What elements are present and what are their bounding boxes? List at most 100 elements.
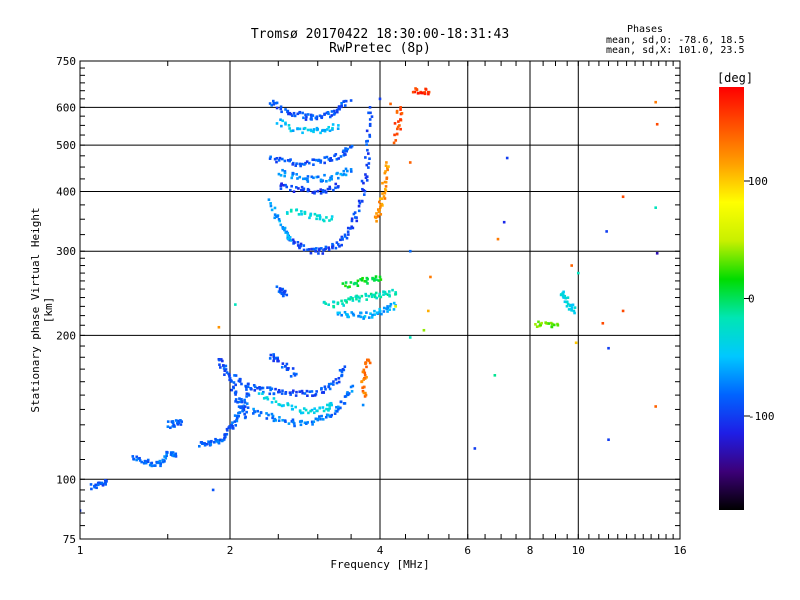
data-point [247, 392, 250, 396]
data-point [97, 483, 100, 487]
data-point [338, 368, 342, 372]
data-point [375, 311, 379, 315]
data-point [228, 376, 232, 380]
data-point [395, 132, 399, 136]
data-point [138, 459, 142, 462]
data-point [400, 112, 404, 115]
data-point [336, 311, 340, 315]
data-point [346, 285, 350, 289]
data-point [208, 441, 212, 444]
data-point [266, 386, 269, 389]
data-point [399, 118, 402, 122]
data-point [286, 231, 290, 235]
data-point [275, 157, 279, 160]
phases-title: Phases [626, 24, 664, 35]
data-point [260, 386, 264, 390]
data-point [570, 264, 573, 267]
data-point [285, 362, 289, 366]
data-point [272, 392, 276, 395]
data-point [277, 403, 281, 406]
data-point [282, 183, 285, 187]
data-point [345, 301, 348, 304]
data-point [326, 110, 330, 114]
data-point [320, 115, 323, 119]
data-point [287, 124, 291, 127]
data-point [291, 367, 295, 370]
data-point [367, 111, 370, 115]
data-point [303, 212, 307, 215]
data-point [298, 175, 302, 179]
data-point [502, 220, 506, 224]
data-point [328, 387, 332, 391]
data-point [572, 309, 576, 313]
data-point [336, 171, 339, 175]
data-point [275, 285, 279, 289]
data-point [318, 215, 322, 219]
data-point [268, 386, 272, 389]
data-point [335, 405, 338, 409]
data-point [231, 421, 234, 424]
data-point [284, 183, 287, 187]
data-point [293, 241, 296, 244]
data-point [560, 293, 563, 296]
data-point [287, 422, 291, 425]
data-point [289, 129, 293, 133]
data-point [279, 289, 282, 293]
data-point [427, 92, 430, 96]
data-point [101, 483, 105, 487]
data-point [231, 427, 235, 430]
data-point [605, 230, 608, 233]
data-point [392, 141, 396, 145]
data-point [277, 290, 281, 293]
data-point [340, 370, 344, 374]
data-point [383, 188, 387, 191]
data-point [298, 162, 302, 166]
data-point [148, 463, 152, 467]
data-point [307, 411, 310, 415]
data-point [264, 396, 268, 400]
data-point [346, 147, 349, 151]
data-point [273, 216, 277, 220]
data-point [375, 215, 378, 219]
data-point [233, 420, 237, 423]
data-point [364, 393, 368, 397]
data-point [241, 409, 244, 413]
data-point [336, 243, 340, 246]
data-point [313, 394, 317, 397]
data-point [350, 217, 354, 221]
data-point [544, 321, 547, 324]
data-point [375, 219, 378, 223]
data-point [274, 356, 278, 360]
data-point [363, 189, 367, 193]
data-point [281, 362, 285, 365]
data-point [291, 173, 294, 177]
data-point [278, 219, 281, 223]
data-point [323, 161, 326, 165]
y-tick-label: 400 [56, 185, 76, 198]
data-point [318, 415, 321, 418]
data-point [283, 174, 286, 178]
data-point [291, 418, 295, 422]
data-point [370, 316, 374, 319]
data-point [416, 91, 420, 95]
data-point [304, 118, 308, 121]
data-point [280, 157, 284, 161]
data-point [285, 185, 289, 189]
data-point [347, 315, 351, 319]
data-point [203, 443, 207, 447]
data-point [198, 444, 201, 448]
data-point [415, 88, 419, 91]
data-point [298, 410, 302, 413]
data-point [166, 420, 170, 423]
data-point [344, 284, 347, 288]
data-point [299, 164, 302, 168]
data-point [344, 281, 348, 284]
data-point [378, 200, 381, 204]
data-point [140, 460, 143, 464]
data-point [310, 115, 313, 119]
data-point [337, 157, 341, 160]
data-point [233, 374, 236, 377]
data-point [362, 181, 365, 185]
data-point [281, 389, 284, 393]
data-point [142, 461, 146, 465]
